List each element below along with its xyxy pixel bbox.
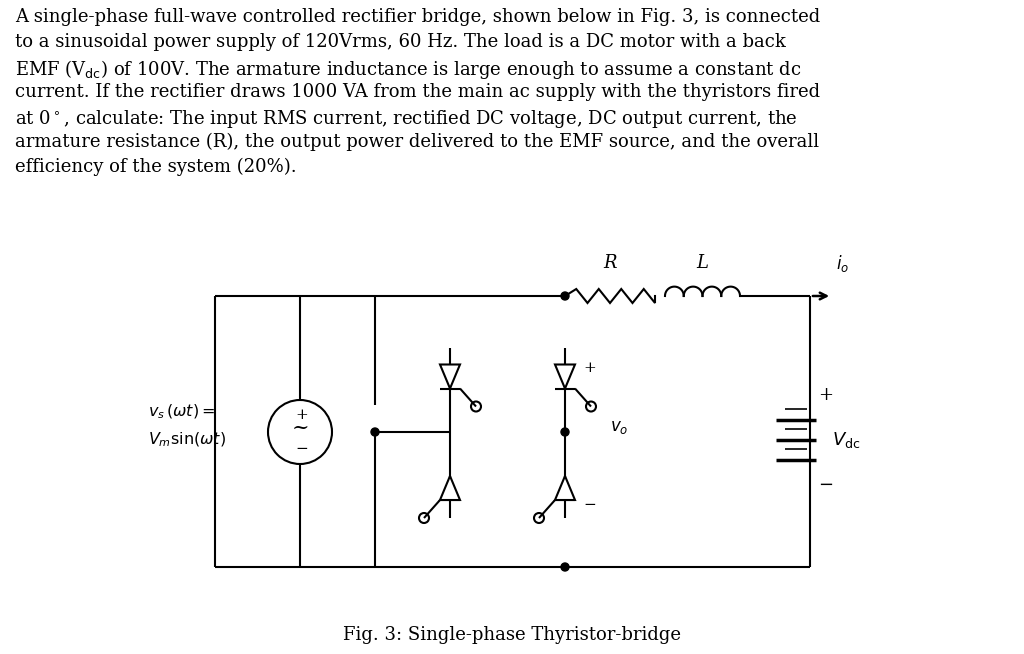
Circle shape: [561, 563, 569, 571]
Polygon shape: [555, 364, 575, 388]
Text: +: +: [583, 361, 596, 375]
Text: −: −: [296, 442, 308, 456]
Text: $V_m \sin(\omega t)$: $V_m \sin(\omega t)$: [148, 431, 226, 449]
Text: −: −: [583, 498, 596, 512]
Text: A single-phase full-wave controlled rectifier bridge, shown below in Fig. 3, is : A single-phase full-wave controlled rect…: [15, 8, 820, 26]
Text: ~: ~: [291, 419, 309, 438]
Text: $V_{\rm dc}$: $V_{\rm dc}$: [831, 430, 860, 450]
Text: EMF (V$_{\rm dc}$) of 100V. The armature inductance is large enough to assume a : EMF (V$_{\rm dc}$) of 100V. The armature…: [15, 58, 802, 81]
Text: −: −: [818, 476, 834, 494]
Circle shape: [561, 428, 569, 436]
Text: at 0$^\circ$, calculate: The input RMS current, rectified DC voltage, DC output : at 0$^\circ$, calculate: The input RMS c…: [15, 108, 798, 130]
Text: L: L: [696, 254, 709, 272]
Text: +: +: [818, 386, 833, 404]
Polygon shape: [440, 476, 460, 500]
Text: $v_o$: $v_o$: [610, 419, 629, 436]
Text: to a sinusoidal power supply of 120Vrms, 60 Hz. The load is a DC motor with a ba: to a sinusoidal power supply of 120Vrms,…: [15, 33, 785, 51]
Text: $v_s\,(\omega t) =$: $v_s\,(\omega t) =$: [148, 403, 215, 421]
Circle shape: [561, 292, 569, 300]
Polygon shape: [555, 476, 575, 500]
Text: R: R: [603, 254, 616, 272]
Text: $i_o$: $i_o$: [836, 253, 849, 274]
Text: armature resistance (R), the output power delivered to the EMF source, and the o: armature resistance (R), the output powe…: [15, 133, 819, 151]
Text: current. If the rectifier draws 1000 VA from the main ac supply with the thyrist: current. If the rectifier draws 1000 VA …: [15, 83, 820, 101]
Text: Fig. 3: Single-phase Thyristor-bridge: Fig. 3: Single-phase Thyristor-bridge: [343, 626, 681, 644]
Text: efficiency of the system (20%).: efficiency of the system (20%).: [15, 158, 297, 176]
Text: +: +: [296, 408, 308, 422]
Circle shape: [371, 428, 379, 436]
Polygon shape: [440, 364, 460, 388]
